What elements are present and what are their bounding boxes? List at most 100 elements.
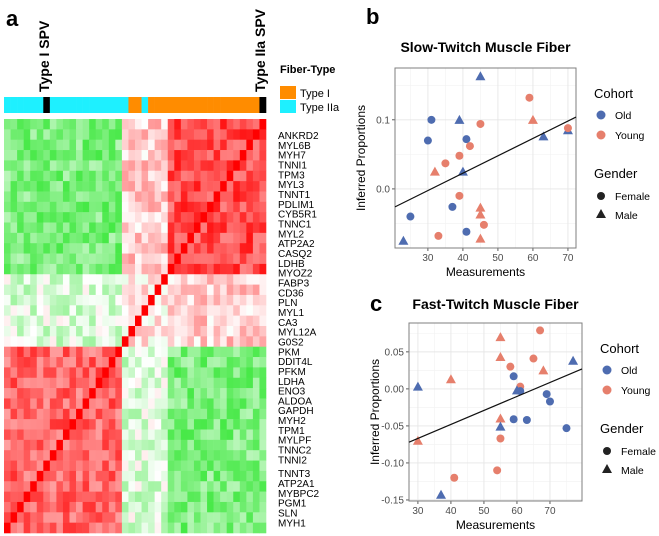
heatmap-cell bbox=[141, 253, 149, 265]
heatmap-cell bbox=[233, 315, 241, 327]
heatmap-cell bbox=[154, 243, 162, 254]
heatmap-cell bbox=[108, 160, 116, 172]
heatmap-cell bbox=[193, 305, 201, 316]
heatmap-cell bbox=[193, 481, 201, 492]
heatmap-cell bbox=[135, 388, 142, 399]
heatmap-cell bbox=[220, 326, 227, 337]
heatmap-cell bbox=[17, 253, 24, 265]
heatmap-cell bbox=[161, 305, 169, 316]
heatmap-cell bbox=[4, 460, 11, 472]
heatmap-cell bbox=[220, 419, 227, 430]
heatmap-cell bbox=[246, 294, 254, 306]
heatmap-cell bbox=[17, 212, 24, 223]
heatmap-cell bbox=[23, 119, 31, 130]
heatmap-cell bbox=[49, 129, 57, 140]
heatmap-cell bbox=[252, 439, 260, 451]
heatmap-cell bbox=[180, 150, 188, 161]
heatmap-cell bbox=[128, 491, 136, 503]
heatmap-cell bbox=[62, 470, 70, 482]
heatmap-cell bbox=[207, 181, 214, 192]
heatmap-cell bbox=[49, 408, 57, 420]
heatmap-cell bbox=[56, 253, 64, 265]
data-point-circle bbox=[479, 220, 488, 229]
heatmap-cell bbox=[174, 201, 182, 213]
heatmap-cell bbox=[69, 367, 77, 379]
heatmap-cell bbox=[193, 491, 201, 503]
heatmap-cell bbox=[200, 181, 208, 192]
heatmap-cell bbox=[36, 388, 44, 399]
heatmap-cell bbox=[82, 263, 90, 275]
heatmap-cell bbox=[141, 470, 149, 482]
heatmap-cell bbox=[76, 119, 83, 130]
heatmap-cell bbox=[128, 243, 136, 254]
heatmap-cell bbox=[167, 274, 175, 285]
heatmap-cell bbox=[102, 481, 110, 492]
heatmap-cell bbox=[36, 419, 44, 430]
heatmap-cell bbox=[17, 326, 24, 337]
heatmap-cell bbox=[36, 512, 44, 523]
heatmap-cell bbox=[76, 284, 83, 296]
heatmap-cell bbox=[226, 305, 234, 316]
heatmap-cell bbox=[56, 119, 64, 130]
heatmap-cell bbox=[43, 212, 51, 223]
heatmap-cell bbox=[115, 294, 123, 306]
heatmap-cell bbox=[30, 336, 38, 347]
heatmap-cell bbox=[135, 377, 142, 389]
data-point-triangle bbox=[495, 332, 506, 342]
heatmap-cell bbox=[246, 201, 254, 213]
heatmap-cell bbox=[213, 181, 221, 192]
heatmap-cell bbox=[30, 326, 38, 337]
heatmap-cell bbox=[102, 212, 110, 223]
heatmap-cell bbox=[220, 450, 227, 461]
heatmap-cell bbox=[82, 377, 90, 389]
heatmap-cell bbox=[187, 377, 195, 389]
heatmap-cell bbox=[252, 253, 260, 265]
heatmap-cell bbox=[23, 481, 31, 492]
heatmap-cell bbox=[161, 522, 169, 534]
heatmap-cell bbox=[4, 470, 11, 482]
heatmap-cell bbox=[161, 326, 169, 337]
heatmap-cell bbox=[180, 346, 188, 358]
heatmap-cell bbox=[259, 398, 267, 410]
heatmap-cell bbox=[62, 398, 70, 410]
type-iia-swatch bbox=[280, 100, 296, 113]
heatmap-cell bbox=[174, 419, 182, 430]
heatmap-cell bbox=[148, 284, 155, 296]
heatmap-cell bbox=[213, 429, 221, 441]
annotation-cell bbox=[187, 97, 195, 113]
heatmap-cell bbox=[148, 201, 155, 213]
heatmap-cell bbox=[62, 170, 70, 182]
heatmap-cell bbox=[17, 491, 24, 503]
heatmap-cell bbox=[95, 460, 103, 472]
heatmap-cell bbox=[17, 470, 24, 482]
heatmap-cell bbox=[23, 232, 31, 244]
heatmap-cell bbox=[167, 326, 175, 337]
heatmap-cell bbox=[259, 439, 267, 451]
heatmap-cell bbox=[115, 232, 123, 244]
heatmap-cell bbox=[82, 336, 90, 347]
heatmap-cell bbox=[246, 512, 254, 523]
heatmap-cell bbox=[121, 439, 129, 451]
heatmap-cell bbox=[167, 160, 175, 172]
heatmap-cell bbox=[108, 294, 116, 306]
heatmap-cell bbox=[43, 481, 51, 492]
heatmap-cell bbox=[148, 388, 155, 399]
heatmap-cell bbox=[56, 388, 64, 399]
heatmap-cell bbox=[148, 129, 155, 140]
heatmap-cell bbox=[207, 150, 214, 161]
heatmap-cell bbox=[121, 263, 129, 275]
heatmap-cell bbox=[108, 439, 116, 451]
heatmap-cell bbox=[36, 357, 44, 368]
heatmap-cell bbox=[180, 212, 188, 223]
heatmap-cell bbox=[207, 305, 214, 316]
heatmap-cell bbox=[148, 232, 155, 244]
legend-young-marker bbox=[602, 385, 612, 395]
heatmap-cell bbox=[193, 253, 201, 265]
data-point-triangle bbox=[538, 131, 549, 141]
heatmap-cell bbox=[180, 429, 188, 441]
annotation-cell bbox=[161, 97, 169, 113]
heatmap-cell bbox=[76, 305, 83, 316]
heatmap-cell bbox=[148, 305, 155, 316]
heatmap-cell bbox=[226, 346, 234, 358]
heatmap-cell bbox=[82, 470, 90, 482]
